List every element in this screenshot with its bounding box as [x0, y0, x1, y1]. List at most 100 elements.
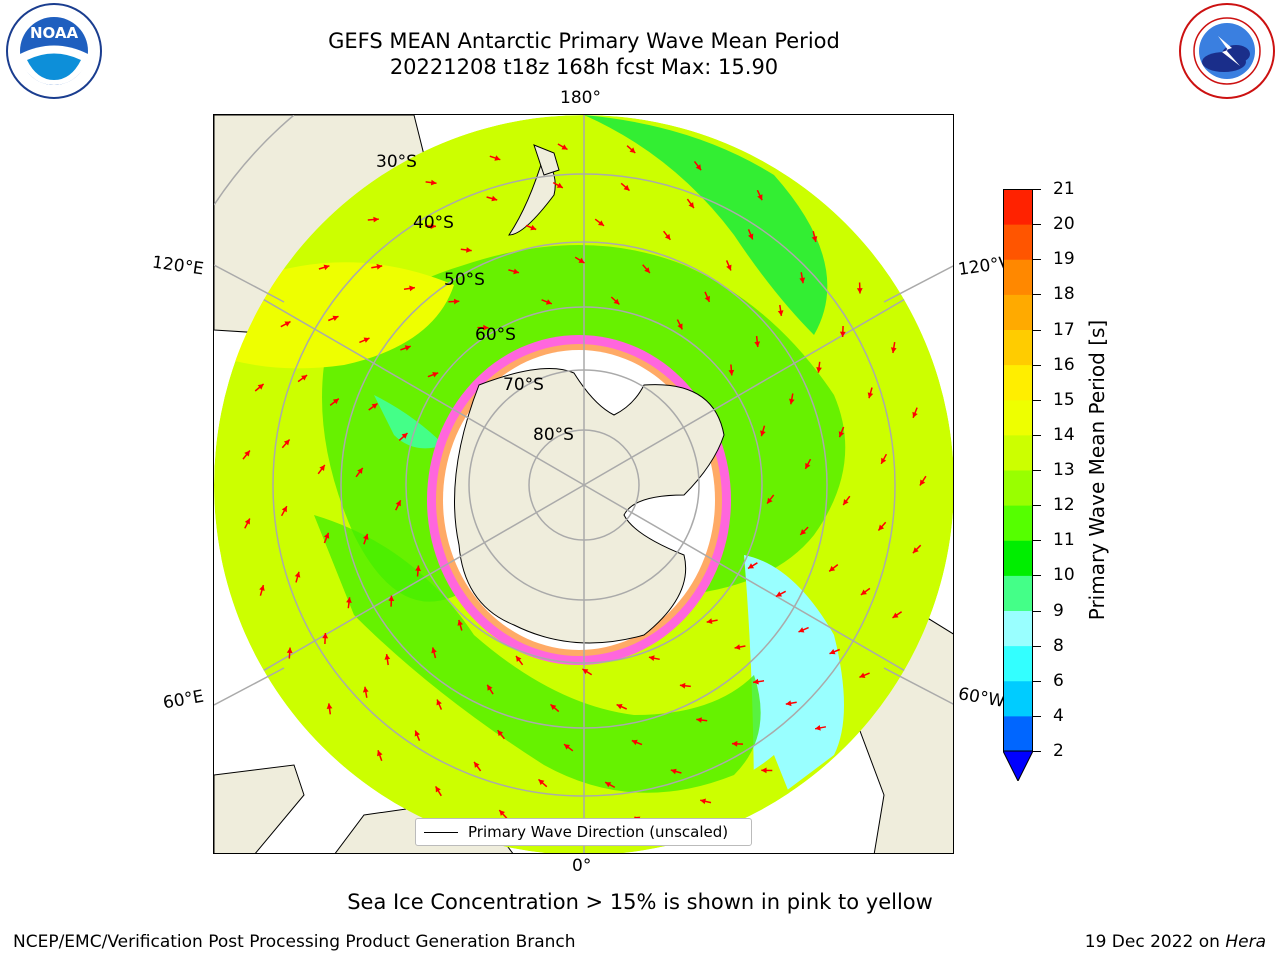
wave-arrow-head — [892, 612, 899, 618]
wave-arrow-head — [867, 392, 874, 399]
chart-title: GEFS MEAN Antarctic Primary Wave Mean Pe… — [328, 29, 840, 53]
wave-arrow-head — [748, 563, 754, 569]
wave-arrow-head — [670, 768, 677, 775]
wave-arrow-head — [688, 202, 694, 209]
colorbar-tick-mark — [1033, 470, 1041, 471]
noaa-logo-text: NOAA — [30, 24, 79, 42]
colorbar-tick-label: 10 — [1053, 565, 1075, 586]
chart-subtitle: 20221208 t18z 168h fcst Max: 15.90 — [389, 55, 779, 79]
wave-arrow-head — [561, 144, 568, 150]
sea-ice-note: Sea Ice Concentration > 15% is shown in … — [347, 890, 933, 914]
wave-arrow-head — [878, 524, 885, 531]
wave-arrow-head — [538, 779, 545, 786]
wave-arrow-head — [404, 345, 411, 351]
colorbar-segment — [1003, 610, 1033, 647]
wave-arrow-head — [286, 647, 293, 654]
wave-arrow-head — [838, 431, 845, 438]
wave-arrow-head — [829, 649, 836, 655]
wave-arrow-head — [431, 647, 437, 654]
colorbar-tick-label: 11 — [1053, 530, 1075, 551]
wave-arrow-head — [409, 285, 415, 292]
colorbar-tick-label: 19 — [1053, 249, 1075, 270]
wave-arrow-head — [487, 684, 493, 691]
wave-arrow-head — [748, 233, 754, 240]
wave-arrow-head — [753, 678, 759, 685]
colorbar-tick-mark — [1033, 259, 1041, 261]
colorbar-segment — [1003, 259, 1033, 295]
colorbar-tick-mark — [1033, 645, 1041, 647]
wave-arrow-head — [815, 725, 821, 731]
wave-arrow-head — [363, 533, 369, 540]
colorbar-segment — [1003, 294, 1033, 330]
colorbar-tick-mark — [1033, 189, 1041, 190]
lat-label-40s: 40°S — [413, 213, 454, 233]
wave-arrow-head — [629, 147, 636, 153]
lon-label-120e: 120°E — [150, 252, 205, 280]
wave-arrow-head — [754, 341, 761, 347]
map-legend: Primary Wave Direction (unscaled) — [415, 818, 752, 846]
wave-arrow-head — [491, 195, 498, 202]
wave-arrow-head — [497, 730, 504, 737]
wave-arrow-head — [494, 155, 501, 161]
colorbar-tick-label: 2 — [1053, 741, 1064, 761]
wave-arrow-head — [664, 233, 671, 240]
wave-arrow-head — [757, 194, 763, 201]
wave-arrow-head — [843, 499, 849, 505]
wave-arrow-head — [395, 500, 401, 507]
map-panel — [213, 114, 954, 854]
wave-arrow-head — [829, 565, 836, 572]
wave-arrow-head — [860, 589, 867, 595]
wave-arrow-head — [414, 730, 420, 737]
wave-arrow-head — [281, 506, 287, 513]
wave-arrow-head — [912, 411, 918, 418]
wave-arrow-head — [545, 299, 552, 305]
wave-arrow-head — [776, 591, 782, 597]
colorbar-tick-mark — [1033, 224, 1041, 226]
colorbar-tick-label: 21 — [1053, 179, 1075, 199]
wave-arrow-head — [499, 810, 505, 816]
wave-arrow-head — [564, 744, 570, 750]
wave-arrow-head — [388, 595, 395, 601]
wave-arrow-head — [605, 782, 612, 788]
footer-branch: NCEP/EMC/Verification Post Processing Pr… — [13, 932, 576, 952]
colorbar-segment — [1003, 715, 1033, 752]
wave-arrow-head — [761, 767, 767, 774]
colorbar-segment — [1003, 645, 1033, 682]
noaa-logo-icon: NOAA — [5, 2, 103, 100]
wave-arrow-head — [483, 324, 489, 331]
wave-arrow-head — [839, 331, 846, 337]
colorbar-tick-mark — [1033, 294, 1041, 296]
colorbar-tick-mark — [1033, 399, 1041, 401]
wave-arrow-head — [623, 184, 630, 191]
colorbar-tick-label: 15 — [1053, 389, 1075, 410]
wave-arrow-head — [332, 398, 339, 405]
lon-label-60e: 60°E — [161, 686, 206, 714]
wave-arrow-head — [912, 547, 919, 554]
wave-arrow-head — [556, 182, 563, 188]
wave-arrow-head — [435, 786, 441, 793]
colorbar-tick-mark — [1033, 575, 1041, 577]
colorbar-gradient — [1002, 189, 1034, 783]
lat-label-70s: 70°S — [503, 375, 544, 395]
colorbar-segment — [1003, 680, 1033, 717]
colorbar-tick-mark — [1033, 715, 1041, 717]
wave-arrow-head — [798, 627, 805, 633]
lon-label-0: 0° — [572, 856, 592, 876]
wave-arrow-head — [760, 430, 766, 437]
wave-arrow-head — [696, 717, 702, 723]
wave-arrow-head — [530, 224, 537, 231]
wave-arrow-head — [613, 298, 620, 305]
wave-arrow-head — [789, 398, 795, 405]
lon-label-60w: 60°W — [956, 684, 1007, 712]
wave-arrow-head — [346, 597, 352, 603]
wave-arrow-head — [805, 462, 811, 469]
wave-arrow-head — [777, 310, 784, 316]
wave-arrow-head — [432, 372, 439, 378]
wave-arrow-head — [679, 682, 686, 689]
colorbar-tick-mark — [1033, 329, 1041, 331]
wave-arrow-head — [598, 220, 604, 226]
colorbar-tick-label: 6 — [1053, 670, 1064, 691]
legend-line-icon — [424, 832, 458, 833]
wave-arrow-head — [373, 216, 379, 223]
colorbar-tick-mark — [1033, 505, 1041, 507]
